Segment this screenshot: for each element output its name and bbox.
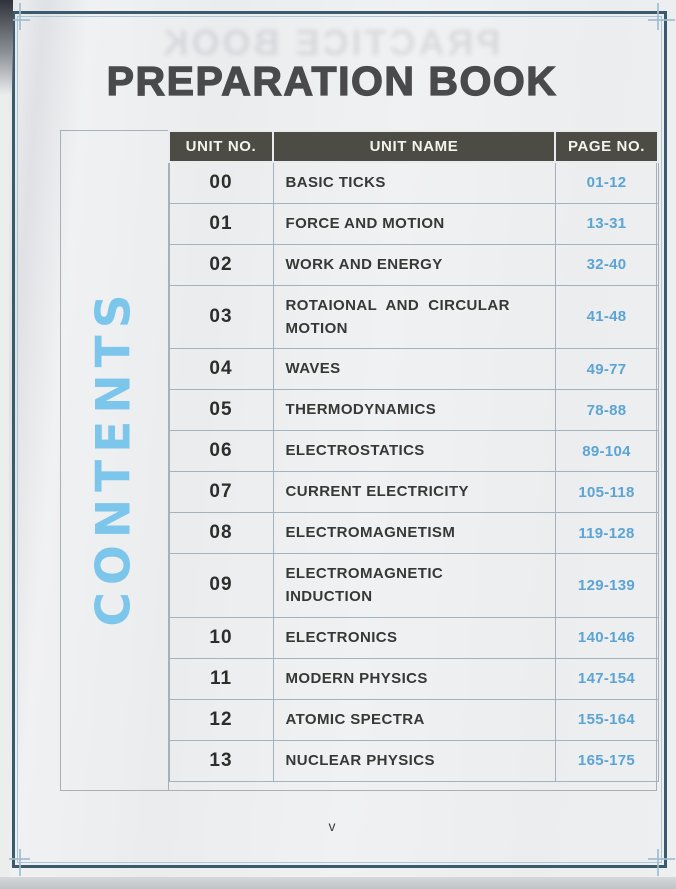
- table-row: 06 ELECTROSTATICS 89-104: [168, 430, 659, 472]
- frame-corner-mark: [657, 3, 659, 30]
- photo-bottom-page-edge: [0, 877, 676, 889]
- contents-sidebar-cell: CONTENTS: [60, 130, 168, 791]
- unit-name-cell: NUCLEAR PHYSICS: [272, 739, 556, 782]
- page-range-cell: 129-139: [554, 553, 659, 618]
- table-body: 00 BASIC TICKS 01-12 01 FORCE AND MOTION…: [168, 161, 659, 782]
- frame-corner-mark: [648, 858, 675, 860]
- frame-corner-mark: [657, 849, 659, 876]
- frame-corner-mark: [3, 858, 30, 860]
- unit-name-cell: ATOMIC SPECTRA: [272, 698, 556, 741]
- photo-left-page-edge: [0, 0, 9, 889]
- table-header-row: UNIT NO. UNIT NAME PAGE NO.: [168, 130, 659, 163]
- photo-corner-shadow: [0, 0, 13, 95]
- page-range-cell: 119-128: [554, 512, 659, 554]
- table-row: 04 WAVES 49-77: [168, 348, 659, 390]
- unit-number-cell: 01: [168, 202, 274, 245]
- table-row: 11 MODERN PHYSICS 147-154: [168, 657, 659, 700]
- table-row: 05 THERMODYNAMICS 78-88: [168, 389, 659, 431]
- page-range-cell: 105-118: [554, 471, 659, 513]
- page-range-cell: 13-31: [554, 202, 659, 245]
- unit-number-cell: 12: [168, 698, 274, 741]
- unit-name-cell: ELECTROMAGNETISM: [272, 512, 556, 554]
- unit-name-cell: ROTAIONAL AND CIRCULAR MOTION: [272, 284, 556, 349]
- unit-name-cell: BASIC TICKS: [272, 161, 556, 204]
- table-row: 00 BASIC TICKS 01-12: [168, 161, 659, 204]
- unit-number-cell: 07: [168, 471, 274, 513]
- table-row: 07 CURRENT ELECTRICITY 105-118: [168, 471, 659, 513]
- table-of-contents: UNIT NO. UNIT NAME PAGE NO. 00 BASIC TIC…: [168, 130, 659, 782]
- folio-page-number: v: [328, 818, 336, 834]
- page-range-cell: 41-48: [554, 284, 659, 349]
- page-range-cell: 165-175: [554, 739, 659, 782]
- unit-name-cell: ELECTRONICS: [272, 616, 556, 659]
- unit-name-cell: ELECTROMAGNETIC INDUCTION: [272, 553, 556, 618]
- unit-number-cell: 05: [168, 389, 274, 431]
- page-range-cell: 49-77: [554, 348, 659, 390]
- col-header-page-no: PAGE NO.: [554, 130, 659, 163]
- unit-name-cell: WORK AND ENERGY: [272, 243, 556, 286]
- unit-number-cell: 02: [168, 243, 274, 286]
- unit-number-cell: 10: [168, 616, 274, 659]
- table-row: 09 ELECTROMAGNETIC INDUCTION 129-139: [168, 553, 659, 618]
- unit-name-cell: CURRENT ELECTRICITY: [272, 471, 556, 513]
- frame-corner-mark: [19, 849, 21, 876]
- unit-number-cell: 13: [168, 739, 274, 782]
- table-row: 03 ROTAIONAL AND CIRCULAR MOTION 41-48: [168, 284, 659, 349]
- unit-number-cell: 04: [168, 348, 274, 390]
- page-border-frame-light: [17, 16, 662, 863]
- unit-name-cell: MODERN PHYSICS: [272, 657, 556, 700]
- frame-corner-mark: [3, 19, 30, 21]
- table-row: 13 NUCLEAR PHYSICS 165-175: [168, 739, 659, 782]
- page-range-cell: 155-164: [554, 698, 659, 741]
- unit-name-cell: WAVES: [272, 348, 556, 390]
- table-row: 02 WORK AND ENERGY 32-40: [168, 243, 659, 286]
- contents-label: CONTENTS: [87, 287, 143, 627]
- table-row: 01 FORCE AND MOTION 13-31: [168, 202, 659, 245]
- unit-name-cell: FORCE AND MOTION: [272, 202, 556, 245]
- col-header-unit-name: UNIT NAME: [272, 130, 556, 163]
- page-range-cell: 32-40: [554, 243, 659, 286]
- unit-number-cell: 00: [168, 161, 274, 204]
- page-range-cell: 89-104: [554, 430, 659, 472]
- unit-number-cell: 03: [168, 284, 274, 349]
- frame-corner-mark: [648, 19, 675, 21]
- table-row: 12 ATOMIC SPECTRA 155-164: [168, 698, 659, 741]
- unit-number-cell: 09: [168, 553, 274, 618]
- unit-name-cell: THERMODYNAMICS: [272, 389, 556, 431]
- page-range-cell: 01-12: [554, 161, 659, 204]
- table-row: 10 ELECTRONICS 140-146: [168, 616, 659, 659]
- page-border-frame-dark: [12, 11, 667, 868]
- page-range-cell: 140-146: [554, 616, 659, 659]
- page-range-cell: 78-88: [554, 389, 659, 431]
- frame-corner-mark: [19, 3, 21, 30]
- col-header-unit-no: UNIT NO.: [168, 130, 274, 163]
- table-row: 08 ELECTROMAGNETISM 119-128: [168, 512, 659, 554]
- unit-number-cell: 11: [168, 657, 274, 700]
- unit-name-cell: ELECTROSTATICS: [272, 430, 556, 472]
- page-range-cell: 147-154: [554, 657, 659, 700]
- unit-number-cell: 06: [168, 430, 274, 472]
- unit-number-cell: 08: [168, 512, 274, 554]
- book-title: PREPARATION BOOK: [106, 57, 558, 104]
